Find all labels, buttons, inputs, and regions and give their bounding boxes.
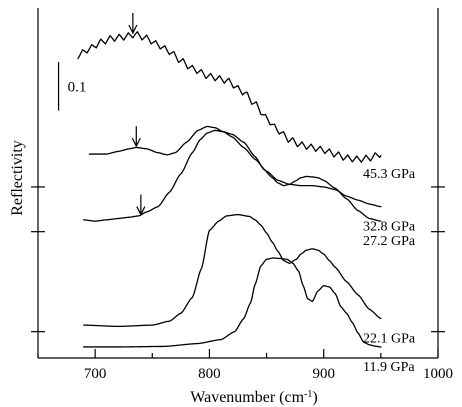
- x-tick-label: 1000: [423, 366, 453, 382]
- series-label-22-1-gpa: 22.1 GPa: [363, 332, 416, 347]
- series-line-45-3-gpa: [77, 31, 382, 163]
- labels: 700 800 900 1000 0.1 11.9 GPa 22.1 GPa 27.2 GPa…: [68, 79, 453, 382]
- x-axis-label-sup: -1: [304, 389, 312, 400]
- series-line-11-9-gpa: [83, 257, 382, 348]
- axes: [31, 8, 445, 359]
- x-tick-label: 700: [84, 366, 107, 382]
- series-line-22-1-gpa: [83, 213, 382, 328]
- series-line-32-8-gpa: [88, 125, 382, 208]
- x-tick-label: 800: [198, 366, 221, 382]
- arrow-head: [136, 206, 146, 216]
- arrow-head: [131, 137, 141, 148]
- series-label-45-3-gpa: 45.3 GPa: [363, 167, 416, 182]
- x-axis-label-close: ): [312, 389, 317, 406]
- x-axis-label-main: Wavenumber (cm: [190, 389, 304, 406]
- series-label-11-9-gpa: 11.9 GPa: [363, 360, 415, 375]
- arrow-head: [128, 24, 138, 35]
- x-axis-label: Wavenumber (cm-1): [190, 389, 317, 407]
- y-axis-label: Reflectivity: [9, 140, 26, 216]
- curves: [77, 13, 382, 348]
- x-tick-label: 900: [312, 366, 335, 382]
- scale-bar-label: 0.1: [68, 79, 87, 95]
- series-label-27-2-gpa: 27.2 GPa: [363, 234, 416, 249]
- series-label-32-8-gpa: 32.8 GPa: [363, 220, 416, 235]
- series-line-27-2-gpa: [83, 129, 382, 222]
